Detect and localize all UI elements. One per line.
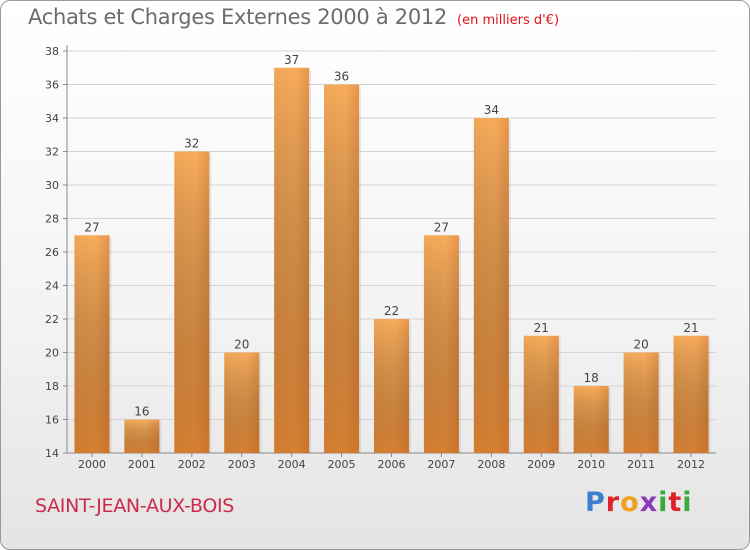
bar-shade [74,235,110,453]
y-tick-label: 30 [45,179,59,192]
bar-value-label: 27 [434,220,449,234]
bar-shade [324,84,360,453]
y-tick-label: 26 [45,246,59,259]
brand-letter: o [620,487,640,518]
x-tick-label: 2002 [178,458,206,471]
bar-value-label: 16 [134,405,149,419]
brand-letter: i [682,487,693,518]
bar-shade [174,151,210,453]
y-tick-label: 34 [45,112,59,125]
y-tick-label: 28 [45,213,59,226]
bars [74,67,711,453]
y-tick-label: 18 [45,380,59,393]
brand-letter: x [639,487,659,518]
x-tick-label: 2006 [378,458,406,471]
x-tick-label: 2011 [627,458,655,471]
bar-value-label: 18 [584,371,599,385]
x-tick-label: 2001 [128,458,156,471]
y-tick-label: 36 [45,79,59,92]
brand-logo: Proxiti [585,487,693,518]
y-tick-label: 24 [45,280,59,293]
brand-letter: i [658,487,669,518]
bar-value-label: 20 [633,338,648,352]
x-tick-label: 2005 [328,458,356,471]
y-tick-label: 22 [45,313,59,326]
x-tick-label: 2003 [228,458,256,471]
y-tick-label: 20 [45,347,59,360]
bar-shade [124,419,160,453]
bar-value-label: 20 [234,338,249,352]
y-tick-label: 14 [45,447,59,460]
x-tick-label: 2000 [78,458,106,471]
x-tick-label: 2010 [577,458,605,471]
y-tick-label: 16 [45,414,59,427]
bar-value-label: 36 [334,70,349,84]
brand-letter: P [585,487,606,518]
bar-shade [473,118,509,453]
x-tick-label: 2009 [527,458,555,471]
bar-value-label: 32 [184,137,199,151]
chart-title: Achats et Charges Externes 2000 à 2012 (e… [28,5,559,29]
bar-value-label: 22 [384,304,399,318]
location-name: SAINT-JEAN-AUX-BOIS [35,495,235,517]
bar-value-label: 21 [683,321,698,335]
brand-letter: t [668,487,683,518]
y-tick-label: 38 [45,45,59,58]
x-tick-label: 2008 [477,458,505,471]
x-tick-label: 2012 [677,458,705,471]
bar-shade [423,235,459,453]
bar-value-label: 21 [534,321,549,335]
labels: 14 16 18 20 22 24 26 28 30 32 34 36 38 27 2000 16 2001 32… [45,45,705,471]
bar-value-label: 37 [284,53,299,67]
y-tick-label: 32 [45,146,59,159]
bar-value-label: 27 [84,220,99,234]
bar-shade [224,352,260,453]
bar-shade [274,67,310,453]
x-tick-label: 2004 [278,458,306,471]
bar-shade [573,386,609,453]
title-text: Achats et Charges Externes 2000 à 2012 [28,5,448,29]
bar-shade [623,352,659,453]
bar-shade [673,335,709,453]
bar-shade [523,335,559,453]
bar-value-label: 34 [484,103,499,117]
unit-note: (en milliers d'€) [457,13,560,28]
x-tick-label: 2007 [427,458,455,471]
brand-letter: r [605,487,621,518]
bar-shade [374,319,409,453]
